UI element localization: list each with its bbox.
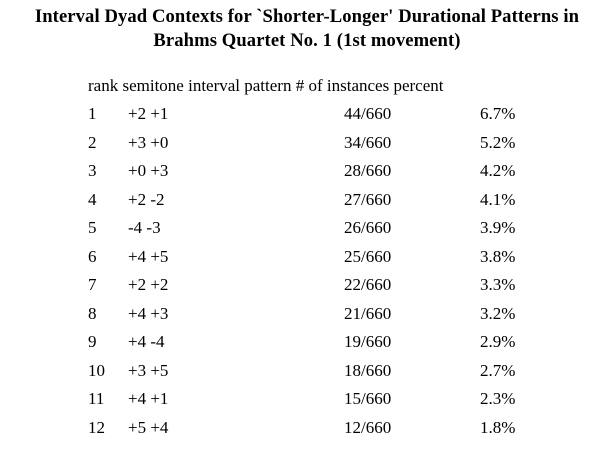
cell-rank: 1 (88, 104, 97, 123)
cell-instances: 22/660 (344, 275, 392, 294)
interval-dyad-table: rank semitone interval pattern # of inst… (0, 72, 614, 442)
cell-percent: 4.1% (480, 189, 516, 209)
cell-instances: 15/660 (344, 389, 392, 408)
table-row: 4 +2 -2 27/660 4.1% (0, 186, 614, 215)
cell-rank: 4 (88, 189, 97, 209)
table-body: 1 +2 +1 44/660 6.7% 2 +3 +0 34/660 5.2% … (0, 100, 614, 442)
cell-instances: 21/660 (344, 303, 392, 323)
cell-percent: 6.7% (480, 104, 516, 123)
cell-rank: 3 (88, 161, 97, 180)
cell-rank: 12 (88, 417, 105, 437)
cell-rank: 9 (88, 332, 97, 351)
table-row: 7 +2 +2 22/660 3.3% (0, 271, 614, 300)
table-row: 2 +3 +0 34/660 5.2% (0, 129, 614, 158)
cell-pattern: +3 +0 (128, 132, 169, 152)
page-title-line-2: Brahms Quartet No. 1 (1st movement) (153, 30, 461, 51)
column-header-percent: percent (393, 76, 444, 95)
cell-percent: 3.9% (480, 218, 516, 237)
cell-pattern: +4 +3 (128, 303, 169, 323)
cell-pattern: +3 +5 (128, 360, 169, 380)
cell-instances: 25/660 (344, 246, 392, 266)
table-row: 10 +3 +5 18/660 2.7% (0, 357, 614, 386)
cell-pattern: +2 +2 (128, 275, 169, 294)
column-header-instances: # of instances (295, 76, 390, 95)
cell-percent: 3.8% (480, 246, 516, 266)
table-row: 1 +2 +1 44/660 6.7% (0, 100, 614, 129)
column-header-rank: rank (88, 76, 119, 95)
cell-instances: 18/660 (344, 360, 392, 380)
cell-pattern: +2 +1 (128, 104, 169, 123)
cell-instances: 28/660 (344, 161, 392, 180)
cell-rank: 2 (88, 132, 97, 152)
table-row: 6 +4 +5 25/660 3.8% (0, 243, 614, 272)
cell-pattern: +2 -2 (128, 189, 165, 209)
cell-rank: 7 (88, 275, 97, 294)
cell-rank: 11 (88, 389, 105, 408)
cell-pattern: +4 -4 (128, 332, 165, 351)
cell-rank: 10 (88, 360, 105, 380)
table-row: 3 +0 +3 28/660 4.2% (0, 157, 614, 186)
cell-rank: 8 (88, 303, 97, 323)
cell-instances: 26/660 (344, 218, 392, 237)
cell-instances: 44/660 (344, 104, 392, 123)
cell-rank: 5 (88, 218, 97, 237)
cell-pattern: +4 +1 (128, 389, 169, 408)
page-title-line-1: Interval Dyad Contexts for `Shorter-Long… (34, 6, 580, 27)
cell-percent: 3.2% (480, 303, 516, 323)
table-row: 8 +4 +3 21/660 3.2% (0, 300, 614, 329)
table-row: 12 +5 +4 12/660 1.8% (0, 414, 614, 443)
table-header-row: rank semitone interval pattern # of inst… (0, 72, 614, 100)
table-row: 9 +4 -4 19/660 2.9% (0, 328, 614, 357)
cell-instances: 19/660 (344, 332, 392, 351)
page-title: Interval Dyad Contexts for `Shorter-Long… (0, 5, 614, 53)
cell-percent: 2.7% (480, 360, 516, 380)
cell-percent: 3.3% (480, 275, 516, 294)
cell-percent: 5.2% (480, 132, 516, 152)
column-header-pattern: semitone interval pattern (122, 76, 292, 95)
cell-pattern: -4 -3 (128, 218, 161, 237)
cell-pattern: +4 +5 (128, 246, 169, 266)
cell-percent: 2.9% (480, 332, 516, 351)
cell-instances: 12/660 (344, 417, 392, 437)
cell-pattern: +0 +3 (128, 161, 169, 180)
cell-percent: 1.8% (480, 417, 516, 437)
cell-pattern: +5 +4 (128, 417, 169, 437)
table-row: 5 -4 -3 26/660 3.9% (0, 214, 614, 243)
cell-instances: 34/660 (344, 132, 392, 152)
cell-rank: 6 (88, 246, 97, 266)
cell-instances: 27/660 (344, 189, 392, 209)
table-row: 11 +4 +1 15/660 2.3% (0, 385, 614, 414)
cell-percent: 2.3% (480, 389, 516, 408)
cell-percent: 4.2% (480, 161, 516, 180)
